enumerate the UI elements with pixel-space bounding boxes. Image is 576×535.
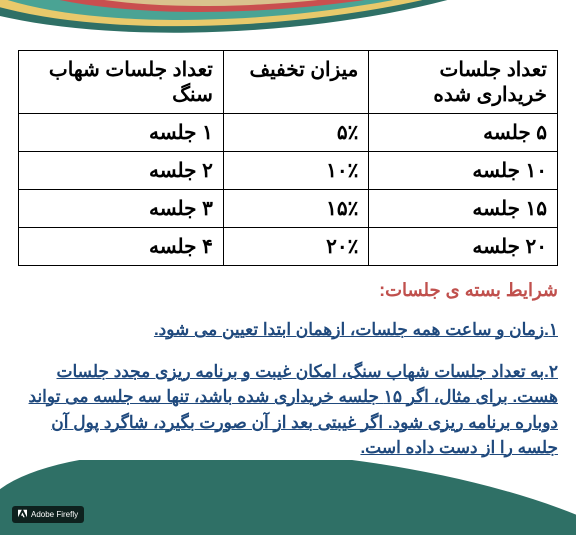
table-row: ۲۰ جلسه ۲۰٪ ۴ جلسه (19, 228, 558, 266)
adobe-icon (18, 509, 27, 520)
table-row: ۱۰ جلسه ۱۰٪ ۲ جلسه (19, 152, 558, 190)
term-item-1: ۱.زمان و ساعت همه جلسات، ازهمان ابتدا تع… (18, 317, 558, 343)
cell-discount: ۲۰٪ (223, 228, 369, 266)
cell-discount: ۱۰٪ (223, 152, 369, 190)
cell-purchased: ۱۵ جلسه (369, 190, 558, 228)
table-row: ۵ جلسه ۵٪ ۱ جلسه (19, 114, 558, 152)
cell-purchased: ۵ جلسه (369, 114, 558, 152)
cell-discount: ۱۵٪ (223, 190, 369, 228)
cell-purchased: ۱۰ جلسه (369, 152, 558, 190)
cell-meteor: ۴ جلسه (19, 228, 224, 266)
col-header-meteor: تعداد جلسات شهاب سنگ (19, 51, 224, 114)
table-row: ۱۵ جلسه ۱۵٪ ۳ جلسه (19, 190, 558, 228)
term-item-2: ۲.به تعداد جلسات شهاب سنگ، امکان غیبت و … (18, 359, 558, 461)
cell-purchased: ۲۰ جلسه (369, 228, 558, 266)
watermark-label: Adobe Firefly (31, 510, 78, 519)
cell-discount: ۵٪ (223, 114, 369, 152)
col-header-discount: میزان تخفیف (223, 51, 369, 114)
cell-meteor: ۳ جلسه (19, 190, 224, 228)
cell-meteor: ۱ جلسه (19, 114, 224, 152)
main-content: تعداد جلسات خریداری شده میزان تخفیف تعدا… (0, 0, 576, 461)
bg-bottom-waves (0, 460, 576, 535)
adobe-firefly-watermark: Adobe Firefly (12, 506, 84, 523)
col-header-purchased: تعداد جلسات خریداری شده (369, 51, 558, 114)
cell-meteor: ۲ جلسه (19, 152, 224, 190)
sessions-table: تعداد جلسات خریداری شده میزان تخفیف تعدا… (18, 50, 558, 266)
terms-title: شرایط بسته ی جلسات: (18, 280, 558, 301)
table-header-row: تعداد جلسات خریداری شده میزان تخفیف تعدا… (19, 51, 558, 114)
